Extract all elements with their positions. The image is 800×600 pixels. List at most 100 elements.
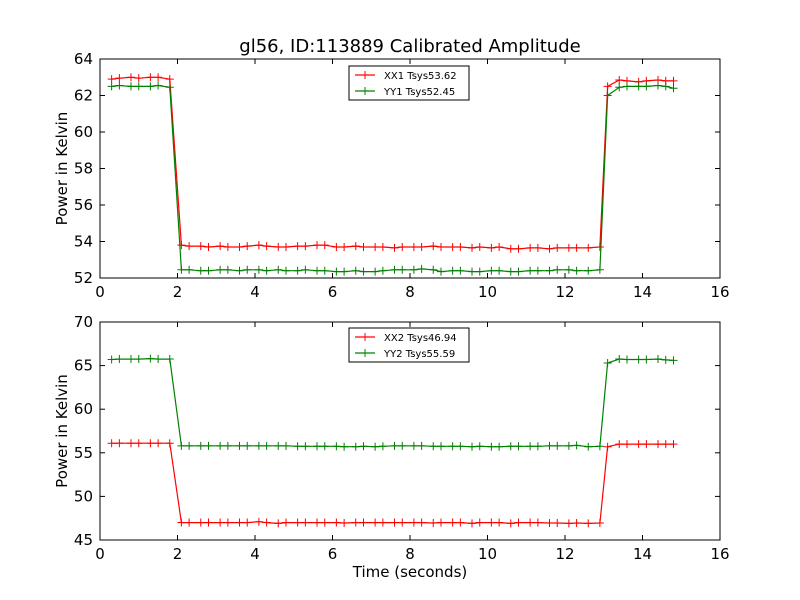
data-point [398, 518, 407, 527]
legend-marker [361, 87, 369, 95]
data-point [642, 82, 651, 91]
data-point [495, 518, 504, 527]
data-point [204, 441, 213, 450]
data-point [456, 442, 465, 451]
x-tick-label: 10 [478, 545, 497, 563]
x-tick-label: 16 [710, 283, 729, 301]
data-point [204, 518, 213, 527]
data-point [506, 442, 515, 451]
data-point [293, 242, 302, 251]
data-point [359, 442, 368, 451]
data-point [185, 242, 194, 251]
data-point [134, 439, 143, 448]
data-point [475, 267, 484, 276]
data-point [351, 518, 360, 527]
data-point [468, 243, 476, 252]
data-point [669, 76, 678, 85]
data-point [553, 518, 562, 527]
y-tick-label: 56 [74, 196, 93, 214]
x-tick-label: 14 [633, 545, 652, 563]
data-point [107, 75, 116, 84]
data-point [146, 354, 155, 363]
data-point [320, 518, 329, 527]
data-point [185, 265, 194, 274]
data-point [487, 266, 496, 275]
data-point [115, 81, 124, 90]
data-point [642, 355, 651, 364]
x-axis-label: Time (seconds) [352, 563, 468, 581]
data-point [216, 518, 225, 527]
y-tick-label: 60 [74, 400, 93, 418]
data-point [177, 518, 186, 527]
data-point [669, 356, 678, 365]
y-tick-label: 55 [74, 444, 93, 462]
data-point [487, 518, 496, 527]
data-point [332, 242, 341, 251]
data-point [584, 243, 593, 252]
data-point [409, 242, 418, 251]
data-point [448, 266, 457, 275]
data-point [378, 518, 387, 527]
data-point [390, 265, 399, 274]
data-point [243, 265, 252, 274]
data-point [293, 518, 302, 527]
data-point [282, 518, 290, 527]
data-point [669, 84, 678, 93]
data-point [595, 265, 604, 274]
data-point [196, 266, 205, 275]
x-tick-label: 12 [555, 545, 574, 563]
data-point [595, 242, 604, 251]
chart-panel-1: 0 2 4 6 8 10 12 14 16 52 54 56 58 60 62 64 gl56, ID:1138… [53, 36, 730, 301]
data-point [495, 242, 504, 251]
data-point [448, 442, 457, 451]
data-point [572, 266, 581, 275]
data-point [254, 241, 263, 250]
data-point [371, 242, 380, 251]
data-point [533, 243, 542, 252]
data-point [254, 441, 263, 450]
data-point [429, 265, 438, 274]
x-tick-label: 16 [710, 545, 729, 563]
data-point [572, 243, 581, 252]
data-point [320, 241, 329, 250]
y-tick-label: 64 [74, 50, 93, 68]
data-point [526, 442, 535, 451]
data-point [661, 82, 670, 91]
series-1 [107, 439, 678, 528]
data-point [274, 242, 283, 251]
data-point [378, 442, 387, 451]
data-point [243, 242, 252, 251]
data-point [409, 265, 418, 274]
legend: XX2 Tsys46.94 YY2 Tsys55.59 [348, 327, 470, 363]
data-point [514, 244, 523, 253]
data-point [107, 82, 116, 91]
data-point [235, 518, 244, 527]
legend-entry: XX1 Tsys53.62 [384, 71, 457, 82]
data-point [495, 442, 504, 451]
data-point [340, 267, 349, 276]
data-point [301, 265, 310, 274]
data-point [340, 442, 349, 451]
x-tick-label: 2 [173, 545, 183, 563]
data-point [154, 355, 163, 364]
data-point [487, 243, 496, 252]
data-point [177, 441, 186, 450]
data-point [429, 518, 438, 527]
data-point [146, 439, 155, 448]
y-tick-label: 52 [74, 269, 93, 287]
data-point [584, 442, 593, 451]
data-point [282, 266, 290, 275]
data-point [332, 442, 341, 451]
data-point [437, 518, 445, 527]
data-point [506, 519, 515, 528]
data-point [165, 83, 174, 92]
data-point [437, 242, 445, 251]
series-2 [107, 354, 678, 451]
data-point [456, 518, 465, 527]
data-point [615, 75, 624, 84]
data-point [340, 242, 349, 251]
legend-entry: YY1 Tsys52.45 [383, 87, 455, 98]
data-point [417, 441, 426, 450]
data-point [437, 442, 445, 451]
x-tick-label: 14 [633, 283, 652, 301]
